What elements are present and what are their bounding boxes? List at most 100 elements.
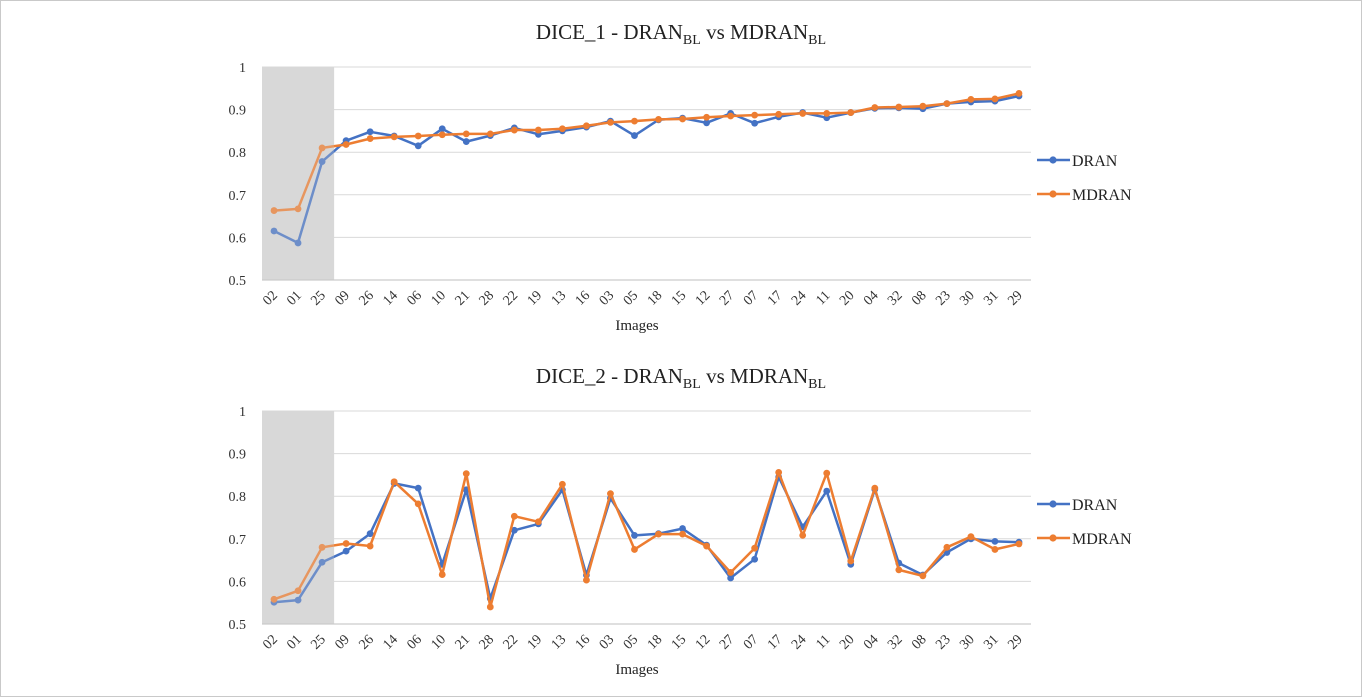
data-point-mdran bbox=[895, 566, 903, 574]
x-tick-label: 07 bbox=[741, 632, 762, 653]
x-tick-label: 09 bbox=[332, 632, 353, 653]
x-tick-label: 16 bbox=[573, 288, 594, 309]
legend-label-dran: DRAN bbox=[1072, 497, 1118, 514]
data-point-dran bbox=[366, 530, 374, 538]
data-point-dran bbox=[366, 128, 374, 136]
x-tick-label: 07 bbox=[741, 288, 762, 309]
x-tick-label: 28 bbox=[477, 288, 498, 309]
data-point-dran bbox=[823, 487, 831, 495]
x-tick-label: 32 bbox=[885, 288, 906, 309]
gridlines bbox=[262, 66, 1031, 238]
legend: DRAN MDRAN bbox=[1037, 497, 1132, 548]
y-tick-label: 0.8 bbox=[229, 146, 247, 161]
x-tick-label: 11 bbox=[813, 632, 833, 652]
legend-marker-mdran bbox=[1049, 190, 1057, 198]
data-point-mdran bbox=[871, 484, 879, 492]
data-point-mdran bbox=[847, 557, 855, 565]
x-axis-ticks: 02 01 25 09 26 14 06 10 21 28 22 19 13 16 03 05 18 15 12 27… bbox=[260, 632, 1025, 653]
x-tick-label: 17 bbox=[765, 288, 786, 309]
x-tick-label: 28 bbox=[477, 632, 498, 653]
data-point-dran bbox=[414, 142, 422, 150]
data-point-dran bbox=[727, 574, 735, 582]
data-point-mdran bbox=[799, 531, 807, 539]
data-point-mdran bbox=[871, 104, 879, 111]
data-point-mdran bbox=[510, 512, 518, 520]
data-point-mdran bbox=[414, 500, 422, 508]
data-point-mdran bbox=[366, 135, 374, 142]
x-tick-label: 17 bbox=[765, 632, 786, 653]
x-tick-label: 10 bbox=[429, 632, 450, 653]
data-point-dran bbox=[679, 525, 686, 532]
x-tick-label: 11 bbox=[813, 288, 833, 308]
data-point-mdran bbox=[679, 115, 686, 123]
data-point-mdran bbox=[775, 110, 783, 118]
x-tick-label: 12 bbox=[693, 632, 714, 653]
data-point-dran bbox=[751, 119, 759, 127]
y-tick-label: 0.6 bbox=[229, 231, 247, 246]
data-point-mdran bbox=[294, 587, 302, 595]
data-point-mdran bbox=[703, 113, 710, 121]
data-point-dran bbox=[438, 125, 446, 133]
x-tick-label: 05 bbox=[621, 288, 642, 309]
x-tick-label: 16 bbox=[573, 632, 594, 653]
data-point-mdran bbox=[534, 518, 542, 526]
x-tick-label: 20 bbox=[837, 288, 858, 309]
x-tick-label: 04 bbox=[861, 288, 882, 309]
x-tick-label: 19 bbox=[525, 288, 546, 309]
data-point-dran bbox=[510, 526, 518, 534]
data-point-mdran bbox=[294, 205, 302, 213]
x-tick-label: 03 bbox=[597, 288, 618, 309]
chart-dice-1: DICE_1 - DRANBL vs MDRANBL 0.50.60.70.80… bbox=[229, 20, 1133, 334]
x-tick-label: 21 bbox=[453, 288, 474, 309]
data-point-mdran bbox=[583, 122, 590, 130]
data-point-mdran bbox=[414, 132, 422, 140]
x-tick-label: 09 bbox=[332, 288, 353, 309]
x-tick-label: 18 bbox=[645, 632, 666, 653]
x-tick-label: 27 bbox=[717, 288, 738, 309]
x-tick-label: 02 bbox=[260, 288, 281, 309]
x-tick-label: 24 bbox=[789, 632, 810, 653]
data-point-mdran bbox=[967, 533, 975, 541]
x-tick-label: 18 bbox=[645, 288, 666, 309]
data-point-dran bbox=[991, 537, 999, 545]
legend-marker-dran bbox=[1049, 500, 1057, 508]
x-tick-label: 26 bbox=[356, 288, 377, 309]
y-tick-label: 0.5 bbox=[229, 618, 247, 633]
highlight-overlay bbox=[262, 67, 335, 280]
x-tick-label: 06 bbox=[405, 632, 426, 653]
data-point-mdran bbox=[342, 141, 350, 148]
data-point-mdran bbox=[895, 103, 903, 111]
x-tick-label: 20 bbox=[837, 632, 858, 653]
data-point-mdran bbox=[390, 133, 398, 141]
data-point-dran bbox=[318, 158, 326, 165]
x-tick-label: 13 bbox=[549, 632, 570, 653]
chart-title: DICE_2 - DRANBL vs MDRANBL bbox=[536, 364, 826, 392]
data-point-dran bbox=[751, 555, 759, 563]
data-point-mdran bbox=[486, 603, 494, 611]
data-point-mdran bbox=[991, 546, 999, 553]
data-point-mdran bbox=[607, 490, 614, 498]
x-tick-label: 22 bbox=[501, 632, 522, 653]
data-point-mdran bbox=[438, 131, 446, 139]
data-point-mdran bbox=[438, 571, 446, 578]
legend-label-mdran: MDRAN bbox=[1072, 531, 1132, 548]
x-tick-label: 08 bbox=[909, 288, 930, 309]
data-point-dran bbox=[414, 484, 422, 492]
data-point-mdran bbox=[583, 576, 590, 584]
data-point-dran bbox=[318, 558, 326, 566]
data-point-dran bbox=[270, 227, 278, 235]
data-point-mdran bbox=[991, 95, 999, 103]
y-axis-ticks: 0.5 0.6 0.7 0.8 0.9 1 bbox=[229, 61, 247, 289]
data-point-mdran bbox=[799, 110, 807, 117]
x-tick-label: 02 bbox=[260, 632, 281, 653]
data-point-mdran bbox=[823, 469, 831, 477]
data-point-mdran bbox=[270, 595, 278, 603]
x-tick-label: 26 bbox=[356, 632, 377, 653]
y-tick-label: 1 bbox=[239, 405, 246, 420]
data-point-dran bbox=[462, 138, 470, 145]
x-tick-label: 10 bbox=[429, 288, 450, 309]
data-point-mdran bbox=[655, 530, 662, 538]
x-tick-label: 29 bbox=[1005, 288, 1026, 309]
x-tick-label: 29 bbox=[1005, 632, 1026, 653]
data-point-mdran bbox=[390, 478, 398, 486]
